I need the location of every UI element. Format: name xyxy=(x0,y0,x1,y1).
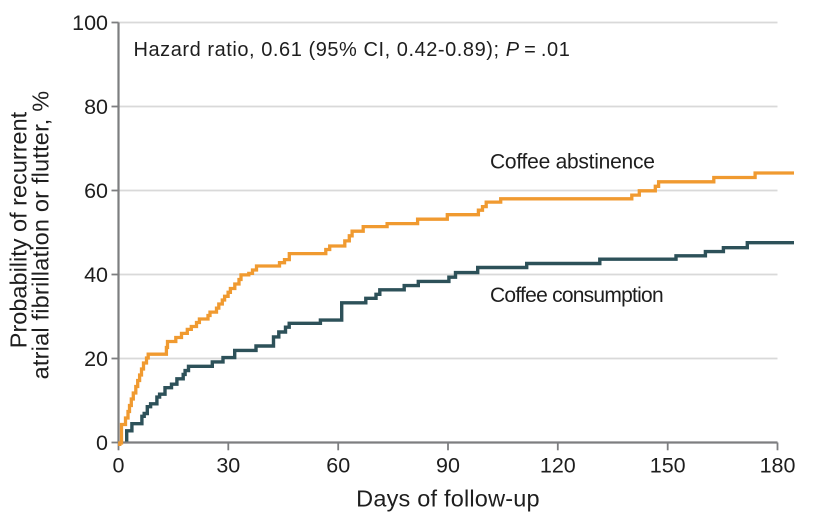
svg-text:Coffee abstinence: Coffee abstinence xyxy=(490,151,655,174)
svg-text:Coffee consumption: Coffee consumption xyxy=(490,284,663,307)
svg-text:0: 0 xyxy=(96,431,108,455)
svg-text:150: 150 xyxy=(650,454,686,478)
svg-text:20: 20 xyxy=(84,347,108,371)
svg-text:Probability of recurrent: Probability of recurrent xyxy=(6,111,32,348)
svg-text:Hazard ratio, 0.61 (95% CI, 0.: Hazard ratio, 0.61 (95% CI, 0.42-0.89); … xyxy=(134,39,571,61)
svg-text:60: 60 xyxy=(326,454,350,478)
svg-text:atrial fibrillation or flutter: atrial fibrillation or flutter, % xyxy=(28,91,54,380)
svg-text:100: 100 xyxy=(72,11,108,35)
svg-text:30: 30 xyxy=(216,454,240,478)
svg-text:180: 180 xyxy=(760,454,796,478)
svg-text:60: 60 xyxy=(84,179,108,203)
svg-text:0: 0 xyxy=(113,454,125,478)
svg-text:120: 120 xyxy=(540,454,576,478)
svg-text:90: 90 xyxy=(436,454,460,478)
svg-text:Days of follow-up: Days of follow-up xyxy=(356,486,540,512)
svg-text:40: 40 xyxy=(84,263,108,287)
svg-text:80: 80 xyxy=(84,95,108,119)
